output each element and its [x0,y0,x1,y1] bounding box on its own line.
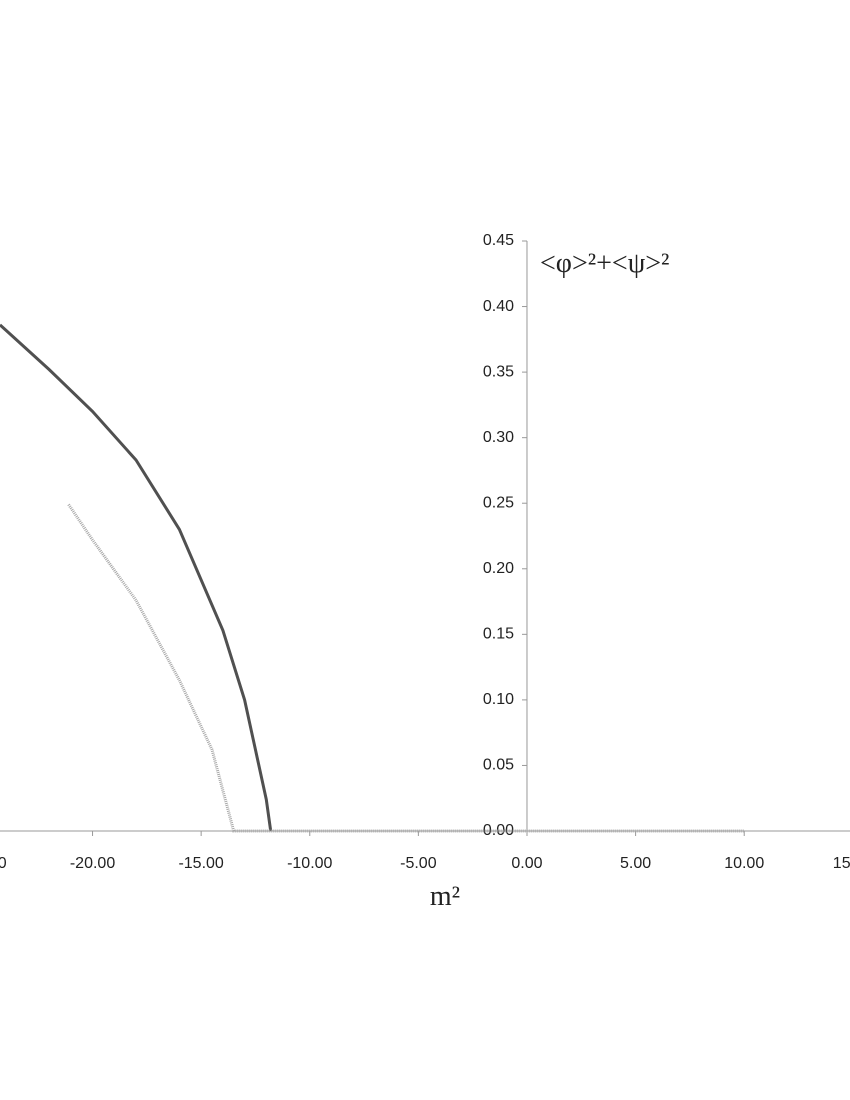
y-axis-label: <φ>²+<ψ>² [540,248,669,279]
y-tick-label: 0.05 [483,757,514,774]
x-tick-label: -20.00 [70,855,115,872]
y-tick-label: 0.35 [483,363,514,380]
x-tick-label: 5.00 [620,855,651,872]
y-tick-label: 0.20 [483,560,514,577]
data-line [67,503,745,833]
x-tick-label: -10.00 [287,855,332,872]
x-tick-label: -15.00 [178,855,223,872]
y-tick-label: 0.00 [483,822,514,839]
y-tick-label: 0.15 [483,626,514,643]
y-tick-label: 0.25 [483,494,514,511]
x-tick-label: 15.00 [833,855,850,872]
x-tick-label: -25.00 [0,855,7,872]
data-line [0,323,273,832]
x-tick-label: 0.00 [511,855,542,872]
x-tick-label: 10.00 [724,855,764,872]
x-tick-label: -5.00 [400,855,437,872]
y-tick-label: 0.40 [483,298,514,315]
x-axis-label: m² [430,881,460,912]
y-tick-label: 0.30 [483,429,514,446]
y-tick-label: 0.45 [483,232,514,249]
y-tick-label: 0.10 [483,691,514,708]
